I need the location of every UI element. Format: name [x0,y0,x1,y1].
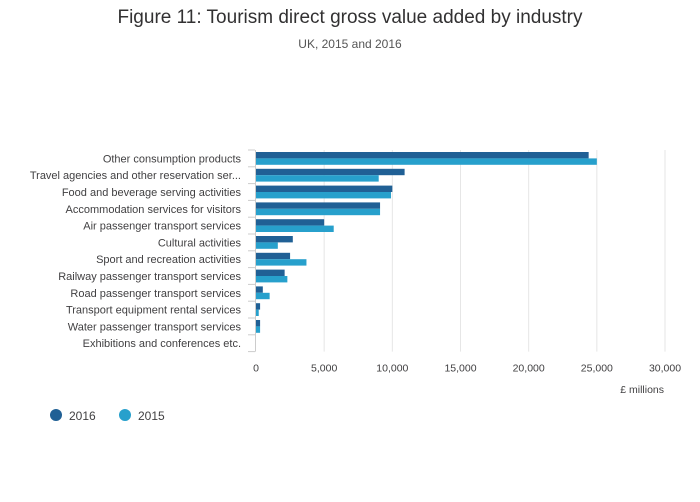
category-label: Accommodation services for visitors [66,204,242,216]
category-label: Other consumption products [103,153,242,165]
x-tick-label: 30,000 [649,363,681,375]
x-tick-label: 10,000 [376,363,408,375]
category-label: Exhibitions and conferences etc. [83,338,241,350]
bar-2015[interactable] [256,292,270,300]
bar-2015[interactable] [256,276,288,283]
bar-2016[interactable] [256,252,291,260]
legend[interactable]: 2016 2015 [50,409,165,423]
bar-2016[interactable] [256,269,285,276]
category-labels: Other consumption products Travel agencie… [30,153,242,350]
bar-2015[interactable] [256,158,597,165]
bar-2016[interactable] [256,219,325,226]
bar-2016[interactable] [256,286,263,293]
x-tick-label: 15,000 [444,363,476,375]
bar-2015[interactable] [256,259,307,266]
chart-title: Figure 11: Tourism direct gross value ad… [117,7,583,28]
bar-2015[interactable] [256,309,259,316]
category-label: Transport equipment rental services [66,305,242,317]
bar-2015[interactable] [256,192,391,199]
legend-marker[interactable] [119,409,131,421]
legend-label[interactable]: 2015 [138,409,165,423]
bar-2015[interactable] [256,242,278,249]
x-tick-label: 0 [253,363,259,375]
x-axis-label: £ millions [620,384,664,396]
bar-2015[interactable] [256,175,379,182]
legend-label[interactable]: 2016 [69,409,96,423]
bar-2016[interactable] [256,303,261,310]
category-label: Road passenger transport services [70,288,241,300]
bar-2016[interactable] [256,168,405,176]
bar-2016[interactable] [256,185,393,192]
category-label: Railway passenger transport services [58,271,241,283]
gridlines [248,149,666,353]
category-label: Water passenger transport services [68,321,242,333]
bar-2016[interactable] [256,236,293,243]
category-label: Food and beverage serving activities [62,187,242,199]
category-label: Travel agencies and other reservation se… [30,170,241,182]
category-label: Cultural activities [158,237,242,249]
bar-2016[interactable] [256,320,261,327]
bar-2016[interactable] [256,152,589,159]
x-tick-label: 5,000 [311,363,337,375]
bar-2015[interactable] [256,225,334,232]
legend-marker[interactable] [50,409,62,421]
bar-2016[interactable] [256,202,381,209]
bar-2015[interactable] [256,326,261,333]
bar-2015[interactable] [256,208,381,216]
chart-subtitle: UK, 2015 and 2016 [298,37,402,51]
category-label: Sport and recreation activities [96,254,241,266]
x-tick-labels: 0 5,000 10,000 15,000 20,000 25,000 30,000 [253,363,681,375]
x-tick-label: 25,000 [581,363,613,375]
category-label: Air passenger transport services [83,221,241,233]
x-tick-label: 20,000 [513,363,545,375]
bars [256,152,597,333]
